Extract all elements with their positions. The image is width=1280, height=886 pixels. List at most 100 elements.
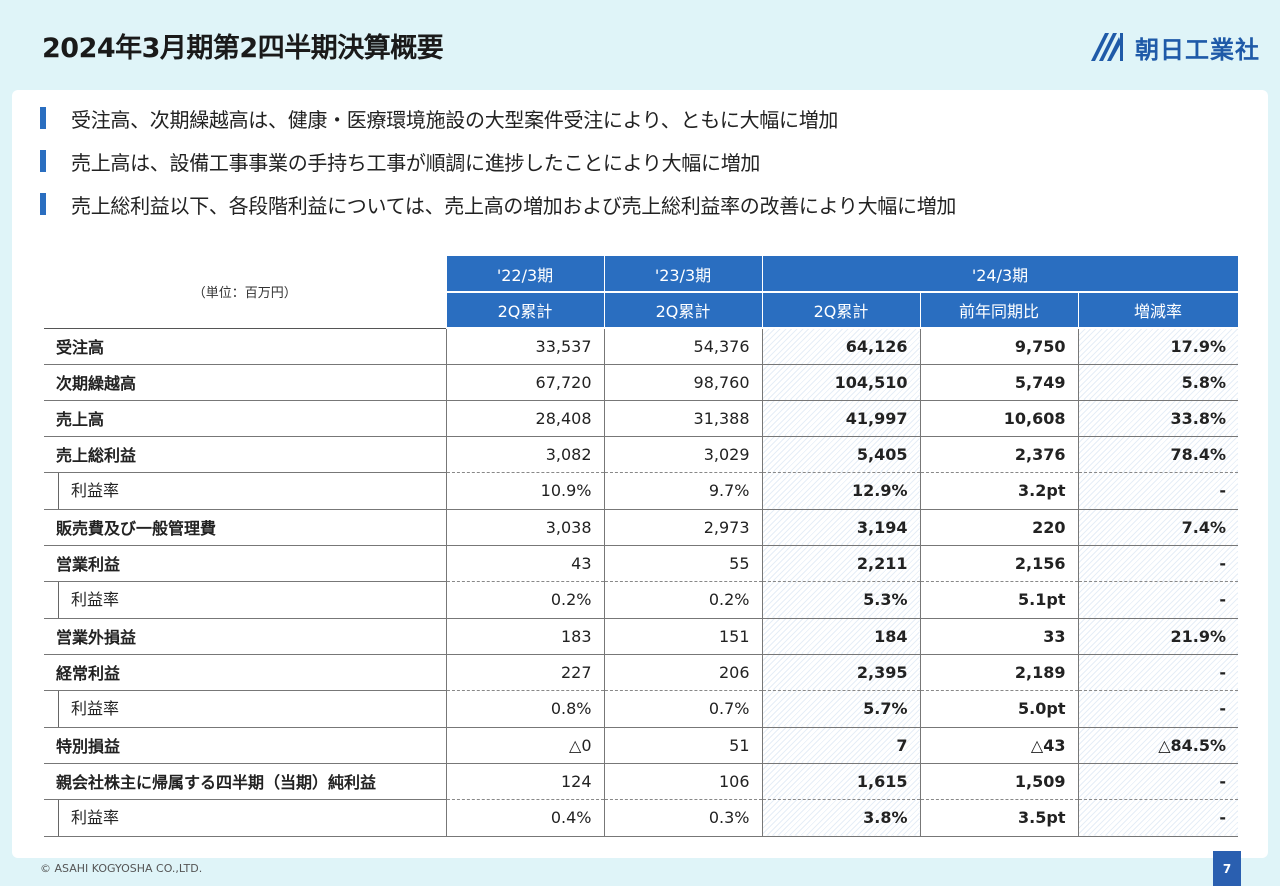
- table-cell: -: [1077, 799, 1239, 837]
- table-cell: 2,395: [761, 654, 920, 691]
- table-cell: 33: [919, 618, 1078, 655]
- table-cell: 9.7%: [603, 472, 762, 510]
- logo-text: 朝日工業社: [1135, 35, 1260, 64]
- table-cell: 12.9%: [761, 472, 920, 510]
- table-row: 経常利益 227 206 2,395 2,189 -: [44, 654, 1239, 691]
- table-cell: 7.4%: [1077, 509, 1239, 546]
- table-cell: 64,126: [761, 328, 920, 365]
- table-cell: 21.9%: [1077, 618, 1239, 655]
- row-label: 親会社株主に帰属する四半期（当期）純利益: [44, 763, 446, 800]
- row-label: 利益率: [58, 581, 434, 618]
- unit-label: （単位：百万円）: [44, 256, 446, 329]
- table-row: 売上高 28,408 31,388 41,997 10,608 33.8%: [44, 400, 1239, 437]
- table-cell: 3,038: [445, 509, 604, 546]
- subheader: 2Q累計: [445, 292, 605, 329]
- table-cell: 28,408: [445, 400, 604, 437]
- period-header: '23/3期: [603, 256, 763, 293]
- table-cell: 33.8%: [1077, 400, 1239, 437]
- table-row: 次期繰越高 67,720 98,760 104,510 5,749 5.8%: [44, 364, 1239, 401]
- subheader: 増減率: [1077, 292, 1239, 329]
- table-cell: 10,608: [919, 400, 1078, 437]
- bullet-bar-icon: [40, 150, 46, 172]
- table-cell: 184: [761, 618, 920, 655]
- table-cell: 67,720: [445, 364, 604, 401]
- table-row: 売上総利益 3,082 3,029 5,405 2,376 78.4%: [44, 436, 1239, 473]
- row-label: 経常利益: [44, 654, 446, 691]
- table-cell: 3,082: [445, 436, 604, 473]
- subheader: 2Q累計: [761, 292, 921, 329]
- table-cell: 227: [445, 654, 604, 691]
- table-cell: 5.1pt: [919, 581, 1078, 619]
- header-row-periods: （単位：百万円） '22/3期 '23/3期 '24/3期: [44, 256, 1239, 329]
- table-cell: 0.2%: [445, 581, 604, 619]
- logo-mark-icon: [1091, 33, 1123, 61]
- bullet-item: 売上総利益以下、各段階利益については、売上高の増加および売上総利益率の改善により…: [40, 189, 956, 219]
- table-cell: -: [1077, 472, 1239, 510]
- header-row-subheaders: 2Q累計 2Q累計 2Q累計 前年同期比 増減率: [44, 292, 1239, 329]
- table-cell: 183: [445, 618, 604, 655]
- table-cell: 2,156: [919, 545, 1078, 582]
- table-cell: -: [1077, 545, 1239, 582]
- table-cell: 2,189: [919, 654, 1078, 691]
- subheader: 2Q累計: [603, 292, 763, 329]
- table-row-sub: 利益率 10.9% 9.7% 12.9% 3.2pt -: [44, 472, 1239, 510]
- table-row-sub: 利益率 0.2% 0.2% 5.3% 5.1pt -: [44, 581, 1239, 619]
- table-cell: 220: [919, 509, 1078, 546]
- table-cell: △84.5%: [1077, 727, 1239, 764]
- table-cell: 10.9%: [445, 472, 604, 510]
- table-cell: 151: [603, 618, 762, 655]
- table-cell: 31,388: [603, 400, 762, 437]
- table-cell: 9,750: [919, 328, 1078, 365]
- table-cell: 0.4%: [445, 799, 604, 837]
- subheader: 前年同期比: [919, 292, 1079, 329]
- table-row: 営業外損益 183 151 184 33 21.9%: [44, 618, 1239, 655]
- table-cell: 17.9%: [1077, 328, 1239, 365]
- table-cell: 2,973: [603, 509, 762, 546]
- page-title: 2024年3月期第2四半期決算概要: [42, 33, 444, 64]
- table-cell: -: [1077, 690, 1239, 728]
- row-label: 売上総利益: [44, 436, 446, 473]
- table-cell: 3.8%: [761, 799, 920, 837]
- table-row: 受注高 33,537 54,376 64,126 9,750 17.9%: [44, 328, 1239, 365]
- table-cell: -: [1077, 581, 1239, 619]
- row-label: 営業利益: [44, 545, 446, 582]
- table-cell: 3,029: [603, 436, 762, 473]
- row-label: 利益率: [58, 799, 434, 836]
- company-logo: 朝日工業社: [1089, 30, 1260, 64]
- bullet-text: 売上高は、設備工事事業の手持ち工事が順調に進捗したことにより大幅に増加: [71, 150, 761, 175]
- table-cell: 0.7%: [603, 690, 762, 728]
- period-header: '24/3期: [761, 256, 1239, 293]
- row-label: 利益率: [58, 472, 434, 509]
- table-row-sub: 利益率 0.8% 0.7% 5.7% 5.0pt -: [44, 690, 1239, 728]
- table-cell: 3.5pt: [919, 799, 1078, 837]
- table-row-sub: 利益率 0.4% 0.3% 3.8% 3.5pt -: [44, 799, 1239, 837]
- table-cell: 0.8%: [445, 690, 604, 728]
- table-cell: 5.3%: [761, 581, 920, 619]
- financial-summary-table: （単位：百万円） '22/3期 '23/3期 '24/3期 2Q累計 2Q累計 …: [44, 256, 1239, 837]
- table-cell: 98,760: [603, 364, 762, 401]
- table-cell: 106: [603, 763, 762, 800]
- bullet-bar-icon: [40, 107, 46, 129]
- table-cell: 7: [761, 727, 920, 764]
- table-cell: 5.7%: [761, 690, 920, 728]
- table-cell: 124: [445, 763, 604, 800]
- table-cell: 54,376: [603, 328, 762, 365]
- table-cell: -: [1077, 763, 1239, 800]
- table-cell: 2,376: [919, 436, 1078, 473]
- period-header: '22/3期: [445, 256, 605, 293]
- row-label: 販売費及び一般管理費: [44, 509, 446, 546]
- table-cell: 51: [603, 727, 762, 764]
- table-cell: 5.8%: [1077, 364, 1239, 401]
- table-row: 販売費及び一般管理費 3,038 2,973 3,194 220 7.4%: [44, 509, 1239, 546]
- table-cell: 5.0pt: [919, 690, 1078, 728]
- table-cell: 43: [445, 545, 604, 582]
- table-cell: 5,749: [919, 364, 1078, 401]
- row-label: 受注高: [44, 328, 446, 365]
- table-cell: △43: [919, 727, 1078, 764]
- row-label: 営業外損益: [44, 618, 446, 655]
- bullet-text: 売上総利益以下、各段階利益については、売上高の増加および売上総利益率の改善により…: [71, 193, 957, 218]
- table-cell: 78.4%: [1077, 436, 1239, 473]
- table-cell: 0.3%: [603, 799, 762, 837]
- table-cell: 1,509: [919, 763, 1078, 800]
- page-number: 7: [1213, 851, 1241, 886]
